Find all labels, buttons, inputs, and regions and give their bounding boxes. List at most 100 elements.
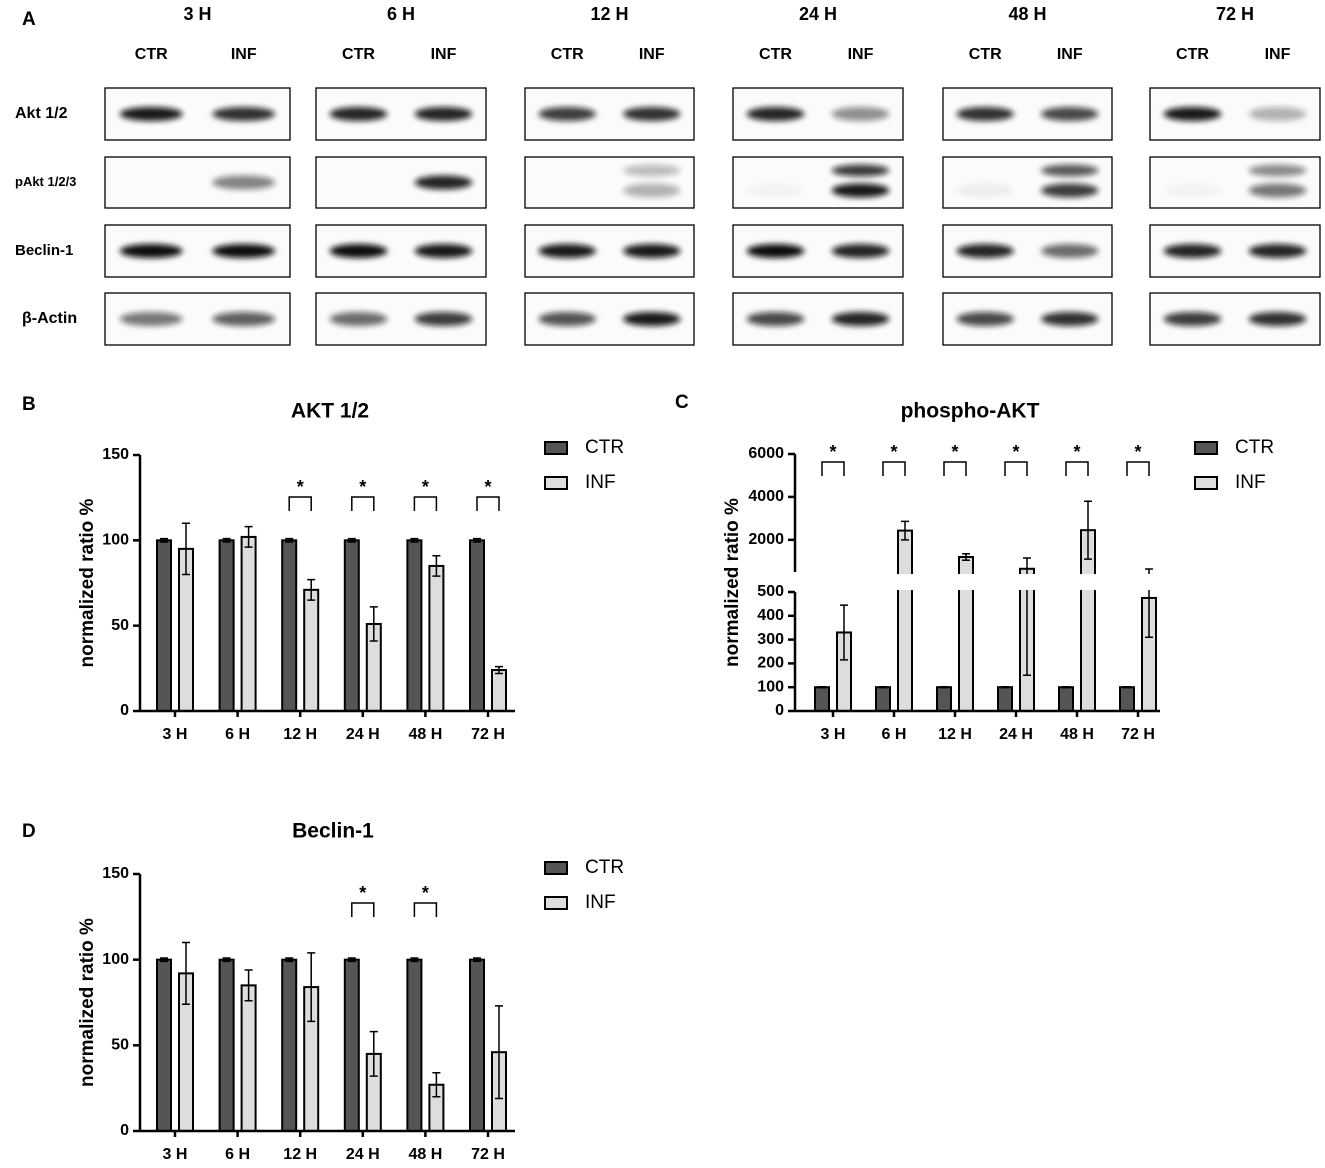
timepoint-label: 48 H xyxy=(1008,4,1046,24)
y-tick-label: 200 xyxy=(757,655,784,672)
error-bar xyxy=(347,957,356,963)
error-bar xyxy=(307,952,316,1023)
blot-band xyxy=(1248,164,1307,177)
y-tick-label: 0 xyxy=(120,702,129,719)
x-tick-label: 3 H xyxy=(163,1146,188,1163)
lane-label: INF xyxy=(1265,46,1291,63)
blot-band xyxy=(831,107,890,121)
significance-mark: * xyxy=(890,442,897,462)
legend-label: CTR xyxy=(1235,437,1274,458)
blot-band xyxy=(1041,244,1099,258)
significance-bracket xyxy=(882,461,906,476)
y-tick-label: 150 xyxy=(102,865,129,882)
x-tick-label: 72 H xyxy=(471,1146,505,1163)
blot-band xyxy=(212,312,276,326)
error-bar xyxy=(307,578,316,601)
blot-band xyxy=(1163,312,1222,326)
significance-bracket xyxy=(821,461,845,476)
significance-mark: * xyxy=(359,477,366,497)
blot-band xyxy=(1164,184,1222,198)
blot-band xyxy=(1041,164,1099,177)
significance-bracket xyxy=(1065,461,1089,476)
legend-swatch xyxy=(544,861,568,875)
bar xyxy=(218,958,235,1133)
error-bar xyxy=(182,941,190,1005)
blot-frame xyxy=(524,156,695,209)
row-label: β-Actin xyxy=(22,310,77,327)
x-tick-label: 12 H xyxy=(283,726,317,743)
blot-band xyxy=(746,244,805,258)
y-tick-label: 100 xyxy=(102,951,129,968)
row-label: Akt 1/2 xyxy=(15,105,68,122)
x-tick-label: 48 H xyxy=(409,726,443,743)
x-tick-label: 72 H xyxy=(471,726,505,743)
legend-label: CTR xyxy=(585,857,624,878)
significance-bracket xyxy=(413,902,438,917)
x-tick-label: 72 H xyxy=(1121,726,1155,743)
panel-label: C xyxy=(675,392,689,413)
legend-swatch xyxy=(544,441,568,455)
error-bar xyxy=(818,685,826,689)
bar xyxy=(469,539,485,712)
blot-band xyxy=(747,184,805,198)
significance-mark: * xyxy=(297,477,304,497)
blot-frame xyxy=(942,156,1113,209)
significance-bracket xyxy=(351,496,375,511)
timepoint-label: 3 H xyxy=(183,4,211,24)
lane-label: INF xyxy=(431,46,457,63)
significance-mark: * xyxy=(422,477,429,497)
error-bar xyxy=(1123,685,1131,689)
blot-band xyxy=(119,107,183,121)
y-tick-label: 0 xyxy=(120,1122,129,1139)
blot-band xyxy=(623,183,681,198)
blot-band xyxy=(538,107,596,121)
significance-mark: * xyxy=(951,442,958,462)
blot-band xyxy=(956,244,1014,258)
y-axis-label: normalized ratio % xyxy=(77,918,98,1087)
blot-frame xyxy=(1149,156,1321,209)
bar xyxy=(156,958,172,1133)
legend-swatch xyxy=(544,896,568,910)
row-label: pAkt 1/2/3 xyxy=(15,174,76,189)
x-tick-label: 24 H xyxy=(999,726,1033,743)
blot-band xyxy=(414,175,473,190)
bar xyxy=(814,686,830,713)
blot-band xyxy=(1041,107,1099,121)
y-axis-label: normalized ratio % xyxy=(77,498,98,667)
error-bar xyxy=(879,685,887,689)
error-bar xyxy=(410,537,419,543)
bar xyxy=(281,958,298,1133)
error-bar xyxy=(410,957,419,963)
blot-band xyxy=(1248,312,1307,326)
x-tick-label: 12 H xyxy=(938,726,972,743)
x-tick-label: 6 H xyxy=(882,726,907,743)
bar xyxy=(343,539,360,712)
chart-title: phospho-AKT xyxy=(901,400,1040,423)
significance-bracket xyxy=(413,496,438,511)
blot-band xyxy=(1248,107,1307,121)
blot-frame xyxy=(732,156,904,209)
y-tick-label: 100 xyxy=(102,532,129,549)
x-tick-label: 48 H xyxy=(1060,726,1094,743)
significance-mark: * xyxy=(484,477,491,497)
blot-band xyxy=(414,107,473,121)
significance-mark: * xyxy=(1073,442,1080,462)
bar xyxy=(491,669,507,712)
legend-label: INF xyxy=(585,892,616,913)
y-tick-label: 50 xyxy=(111,1037,129,1054)
significance-mark: * xyxy=(829,442,836,462)
blot-band xyxy=(1041,183,1099,198)
error-bar xyxy=(347,537,356,543)
blot-band xyxy=(831,164,890,177)
x-tick-label: 48 H xyxy=(409,1146,443,1163)
y-tick-label: 2000 xyxy=(748,531,784,548)
y-tick-label: 100 xyxy=(757,678,784,695)
legend-label: INF xyxy=(585,472,616,493)
blot-band xyxy=(212,175,276,190)
error-bar xyxy=(495,665,503,675)
error-bar xyxy=(1084,500,1092,560)
bar xyxy=(428,564,445,713)
blot-band xyxy=(1163,244,1222,258)
blot-band xyxy=(414,244,473,258)
